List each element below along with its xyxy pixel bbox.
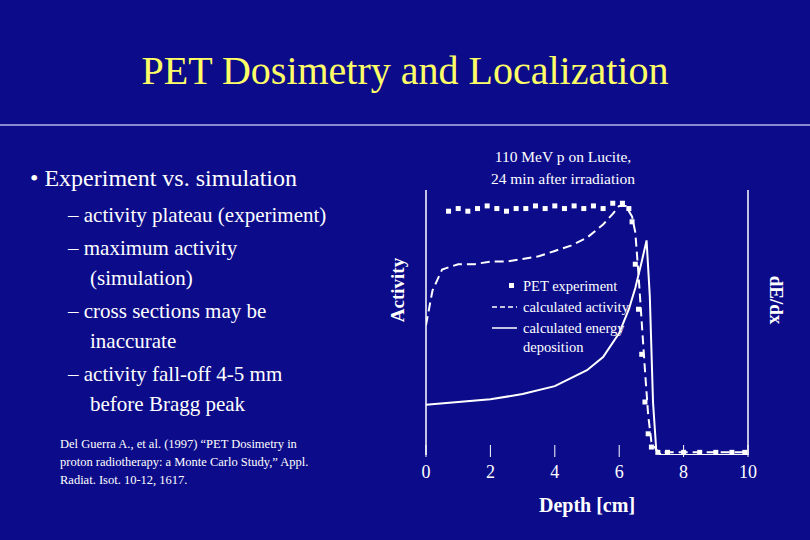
y2-axis-label: dE/dx <box>766 276 787 325</box>
point <box>562 206 567 211</box>
background <box>0 0 810 540</box>
x-tick-label: 6 <box>615 462 624 482</box>
line <box>426 206 748 452</box>
point <box>494 206 499 211</box>
y2-axis <box>747 190 749 455</box>
point <box>523 206 528 211</box>
legend-symbol <box>509 283 514 288</box>
sub-bullet: before Bragg peak <box>90 392 246 416</box>
x-tick <box>426 445 427 457</box>
point <box>572 203 577 208</box>
sub-bullet: – activity fall-off 4-5 mm <box>67 362 282 386</box>
x-tick <box>490 445 491 457</box>
sub-bullet: inaccurate <box>90 329 176 353</box>
annotation: 110 MeV p on Lucite, <box>495 148 631 165</box>
plot-area <box>426 201 748 455</box>
legend-line: calculated activity <box>523 299 630 315</box>
citation: Del Guerra A., et al. (1997) “PET Dosime… <box>60 437 298 451</box>
point <box>630 219 635 224</box>
title-rule <box>0 124 810 126</box>
x-tick-label: 0 <box>422 462 431 482</box>
point <box>533 203 538 208</box>
legend-line: calculated energy <box>523 320 625 336</box>
point <box>610 201 615 206</box>
x-tick-label: 2 <box>486 462 495 482</box>
sub-bullet: (simulation) <box>90 266 193 290</box>
point <box>456 206 461 211</box>
point <box>591 203 596 208</box>
point <box>446 209 451 214</box>
x-tick-label: 4 <box>550 462 559 482</box>
sub-bullet: – cross sections may be <box>67 299 266 323</box>
point <box>465 209 470 214</box>
legend-entry: PET experiment <box>523 278 617 294</box>
point <box>626 206 631 211</box>
bullet: • Experiment vs. simulation <box>30 165 297 191</box>
point <box>581 206 586 211</box>
legend-entry: calculated activity <box>523 299 630 315</box>
x-axis-label: Depth [cm] <box>539 494 635 517</box>
citation: proton radiotherapy: a Monte Carlo Study… <box>60 455 308 469</box>
slide: PET Dosimetry and Localization • Experime… <box>0 0 810 540</box>
point <box>485 203 490 208</box>
legend: PET experiment calculated activity calcula… <box>492 278 630 355</box>
legend-entry: calculated energy deposition <box>523 320 625 355</box>
x-tick-label: 10 <box>739 462 757 482</box>
x-tick-label: 8 <box>679 462 688 482</box>
point <box>552 203 557 208</box>
legend-symbol <box>492 327 517 329</box>
point <box>642 400 647 405</box>
x-tick <box>619 445 620 457</box>
point <box>543 206 548 211</box>
legend-line: deposition <box>523 339 584 355</box>
chart: 110 MeV p on Lucite, 24 min after irradia… <box>387 148 787 517</box>
legend-line: PET experiment <box>523 278 617 294</box>
point <box>649 445 654 450</box>
annotation: 24 min after irradiation <box>491 170 635 187</box>
legend-symbol <box>492 306 517 308</box>
sub-bullet: – activity plateau (experiment) <box>67 203 326 227</box>
x-tick <box>554 445 555 457</box>
sub-bullet: – maximum activity <box>67 236 238 260</box>
point <box>504 209 509 214</box>
point <box>601 206 606 211</box>
x-tick <box>748 445 749 457</box>
line <box>426 240 748 455</box>
title: PET Dosimetry and Localization <box>142 48 669 93</box>
point <box>475 206 480 211</box>
y-axis-label: Activity <box>387 257 408 322</box>
point <box>514 206 519 211</box>
citation: Radiat. Isot. 10-12, 1617. <box>60 473 187 487</box>
